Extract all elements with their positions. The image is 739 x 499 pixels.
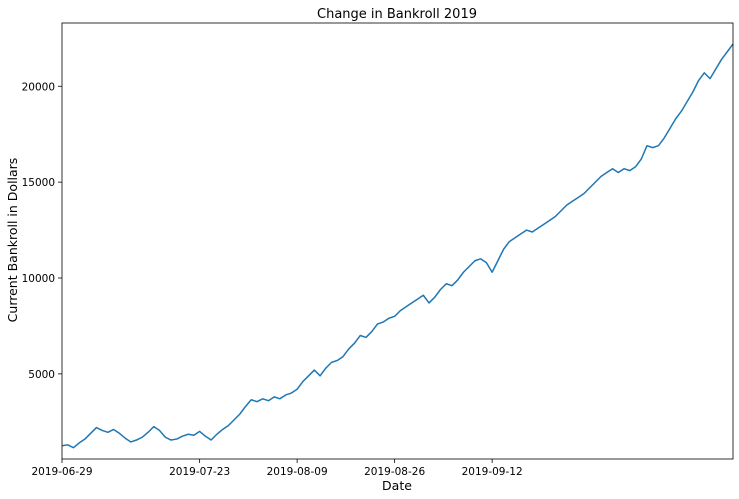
x-tick-label: 2019-06-29 xyxy=(31,466,92,478)
y-tick-label: 20000 xyxy=(22,81,55,93)
plot-frame xyxy=(61,22,734,460)
y-axis: 5000 10000 15000 20000 xyxy=(22,81,62,381)
x-tick-label: 2019-08-26 xyxy=(364,466,425,478)
y-tick-label: 10000 xyxy=(22,273,55,285)
y-tick-label: 5000 xyxy=(28,369,55,381)
chart-title: Change in Bankroll 2019 xyxy=(317,7,477,22)
plot-area xyxy=(61,43,734,449)
y-axis-label: Current Bankroll in Dollars xyxy=(5,158,20,323)
series-line xyxy=(61,43,734,449)
x-tick-label: 2019-09-12 xyxy=(462,466,523,478)
x-axis: 2019-06-29 2019-07-23 2019-08-09 2019-08-26… xyxy=(31,459,523,478)
x-axis-label: Date xyxy=(382,478,412,493)
x-tick-label: 2019-08-09 xyxy=(267,466,328,478)
x-tick-label: 2019-07-23 xyxy=(169,466,230,478)
y-tick-label: 15000 xyxy=(22,177,55,189)
